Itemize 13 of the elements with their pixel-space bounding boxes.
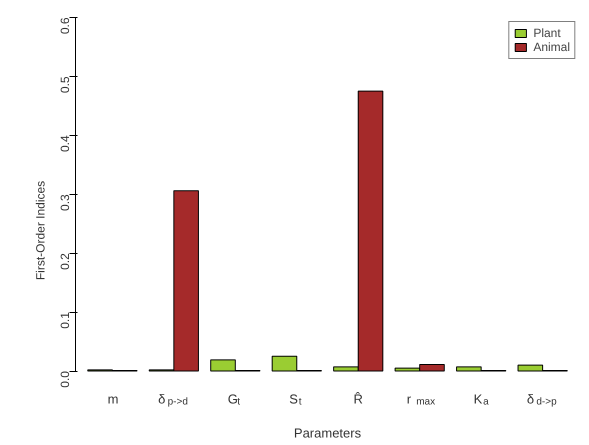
y-tick-label: 0.5	[58, 76, 72, 94]
y-tick-label: 0.3	[58, 194, 72, 211]
legend-label: Animal	[533, 40, 570, 54]
legend-label: Plant	[533, 26, 561, 40]
y-tick-label: 0.4	[58, 135, 72, 152]
y-tick-label: 0.2	[58, 252, 72, 270]
y-tick-label: 0.6	[58, 17, 72, 34]
x-tick-label: m	[108, 392, 118, 407]
x-tick-label: R̂	[353, 391, 363, 407]
x-axis-title: Parameters	[294, 426, 362, 441]
y-axis-title: First-Order Indices	[34, 180, 48, 280]
y-tick-label: 0.1	[58, 312, 72, 329]
y-tick-label: 0.0	[58, 370, 72, 388]
